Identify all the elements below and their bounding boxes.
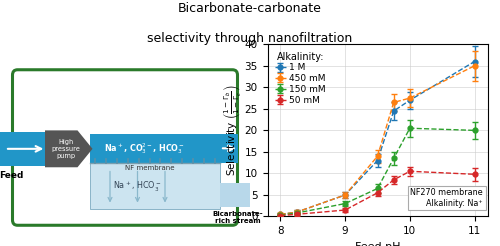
Bar [220, 183, 252, 207]
Text: NF270 membrane
Alkalinity: Na⁺: NF270 membrane Alkalinity: Na⁺ [410, 188, 483, 208]
Bar [0, 132, 48, 166]
Text: selectivity through nanofiltration: selectivity through nanofiltration [148, 32, 352, 45]
Text: Bicarbonate-
rich stream: Bicarbonate- rich stream [212, 211, 263, 224]
FancyBboxPatch shape [12, 70, 237, 225]
X-axis label: Feed pH: Feed pH [355, 242, 400, 246]
Legend: 1 M, 450 mM, 150 mM, 50 mM: 1 M, 450 mM, 150 mM, 50 mM [272, 49, 328, 108]
Bar [90, 163, 220, 209]
Polygon shape [45, 130, 92, 167]
Text: Na$^+$, HCO$_3^-$: Na$^+$, HCO$_3^-$ [114, 180, 162, 194]
Text: Na$^+$, CO$_3^{2-}$, HCO$_3^-$: Na$^+$, CO$_3^{2-}$, HCO$_3^-$ [104, 141, 186, 156]
Bar [90, 134, 238, 163]
Text: High
pressure
pump: High pressure pump [52, 139, 80, 159]
Text: Bicarbonate-carbonate: Bicarbonate-carbonate [178, 2, 322, 15]
Text: NF membrane: NF membrane [125, 165, 175, 171]
Y-axis label: Selectivity $\left(\frac{1-\Gamma_b}{1-\Gamma_c}\right)$: Selectivity $\left(\frac{1-\Gamma_b}{1-\… [221, 85, 243, 176]
Text: Feed: Feed [0, 171, 23, 180]
